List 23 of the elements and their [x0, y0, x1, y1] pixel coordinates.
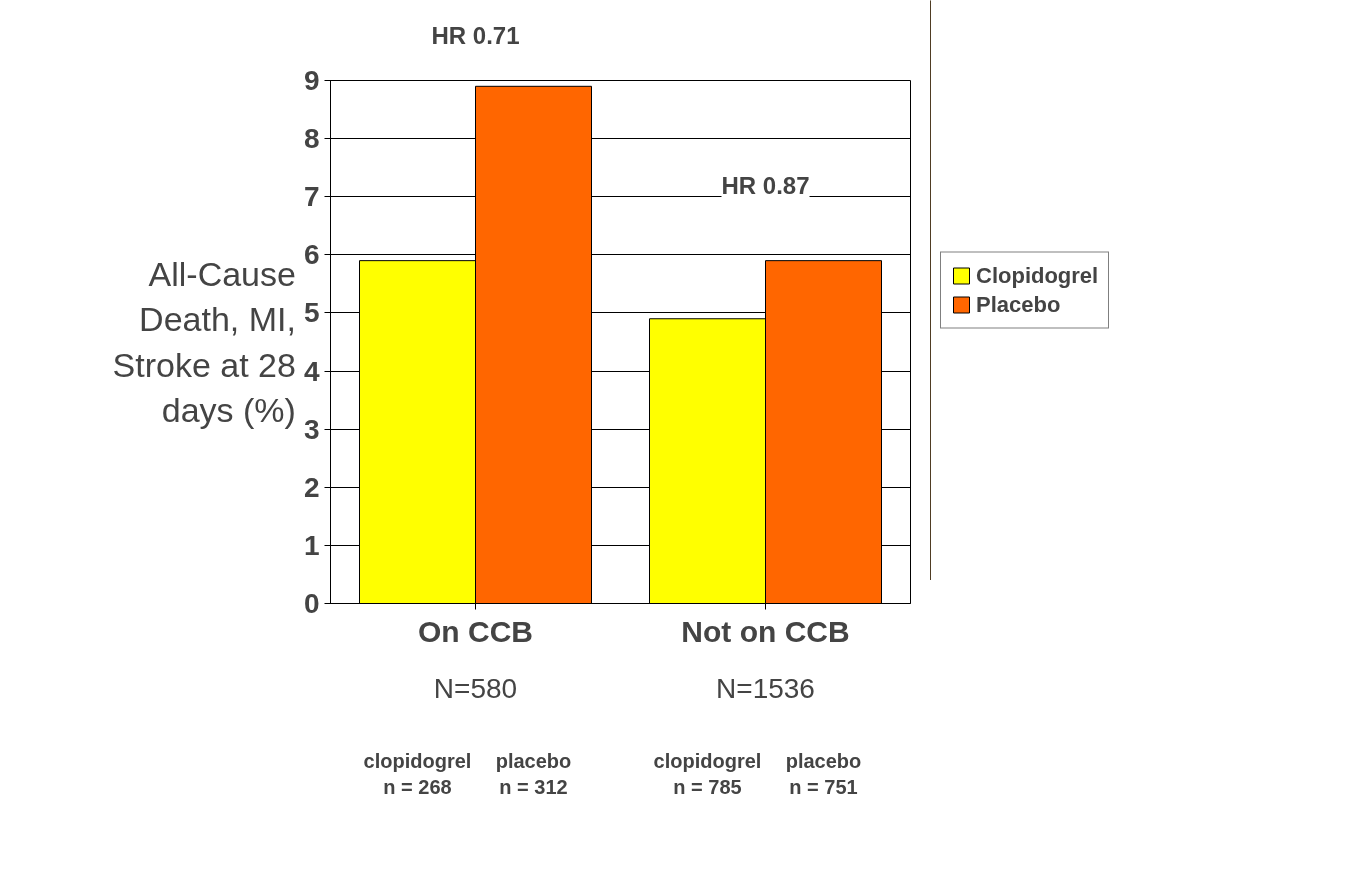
text: placebo n = 312 — [495, 749, 572, 799]
y-tick-label: 8 — [303, 123, 320, 155]
y-tick-label: 6 — [303, 239, 320, 271]
y-tick-label: 4 — [303, 355, 320, 387]
annotation: HR 0.87 — [721, 171, 810, 199]
text: clopidogrel n = 785 — [653, 749, 762, 799]
legend-label: Clopidogrel — [976, 262, 1099, 289]
text: placebo n = 751 — [785, 749, 862, 799]
y-tick-label: 7 — [303, 181, 320, 213]
text: clopidogrel n = 268 — [363, 749, 472, 799]
text: N=1536 — [716, 673, 815, 704]
y-tick-label: 3 — [303, 413, 320, 445]
y-tick-label: 1 — [303, 529, 320, 561]
text: N=580 — [433, 673, 518, 704]
y-tick-label: 5 — [303, 297, 320, 329]
x-tick-label: Not on CCB — [681, 614, 850, 648]
y-tick-label: 0 — [303, 588, 320, 619]
y-tick-label: 9 — [303, 65, 320, 96]
legend-label: Placebo — [976, 291, 1061, 318]
x-tick-label: On CCB — [418, 614, 533, 648]
y-axis-title: All-Cause Death, MI, Stroke at 28 days (%) — [112, 254, 296, 430]
text: HR 0.71 — [431, 22, 520, 49]
y-tick-label: 2 — [303, 471, 320, 503]
